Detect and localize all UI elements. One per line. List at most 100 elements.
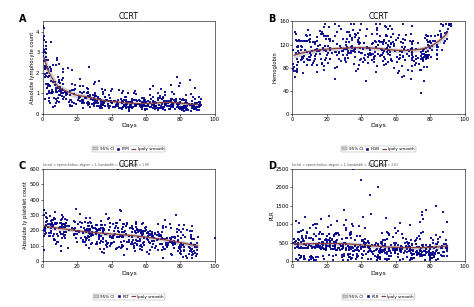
Point	[374, 257, 381, 262]
Point	[417, 245, 425, 250]
Point	[316, 47, 324, 52]
Point	[355, 244, 362, 249]
Point	[95, 233, 102, 238]
Point	[96, 233, 103, 238]
Point	[132, 104, 140, 109]
Point	[157, 233, 164, 238]
Point	[358, 255, 366, 260]
Point	[57, 225, 65, 230]
Point	[317, 244, 324, 249]
Point	[156, 241, 164, 246]
Point	[54, 74, 61, 79]
Point	[316, 230, 324, 235]
Point	[133, 227, 141, 232]
Point	[303, 229, 310, 234]
Point	[78, 100, 85, 105]
Point	[292, 32, 300, 37]
Point	[375, 249, 383, 254]
Point	[350, 28, 357, 33]
Point	[399, 256, 407, 261]
Point	[307, 58, 314, 63]
Point	[119, 100, 127, 105]
Point	[444, 254, 451, 258]
Point	[166, 106, 174, 111]
Point	[160, 246, 168, 251]
Point	[122, 103, 130, 108]
Point	[301, 257, 309, 262]
Point	[305, 235, 312, 240]
Point	[347, 45, 355, 50]
Point	[401, 45, 409, 50]
Point	[96, 105, 103, 110]
Point	[417, 249, 424, 254]
Point	[43, 216, 51, 221]
Point	[76, 212, 84, 216]
Point	[142, 101, 150, 106]
Point	[386, 45, 394, 50]
Point	[331, 65, 338, 70]
Point	[123, 98, 130, 103]
Point	[300, 242, 307, 247]
Point	[59, 221, 66, 226]
Point	[381, 238, 389, 243]
Point	[382, 25, 389, 30]
Point	[168, 239, 175, 244]
Point	[426, 39, 434, 44]
Point	[181, 106, 189, 111]
Point	[311, 222, 319, 227]
Point	[381, 243, 388, 248]
Point	[142, 228, 150, 233]
Point	[371, 39, 379, 44]
Point	[443, 247, 451, 251]
Point	[435, 251, 443, 256]
Point	[425, 40, 432, 45]
Point	[155, 107, 162, 112]
Point	[433, 42, 441, 47]
Point	[82, 240, 89, 245]
Point	[43, 71, 51, 76]
Point	[305, 54, 313, 59]
Point	[300, 242, 307, 247]
Point	[328, 237, 336, 242]
Point	[290, 62, 297, 67]
Point	[39, 46, 47, 51]
Point	[337, 59, 345, 64]
Point	[414, 41, 421, 46]
Point	[408, 252, 415, 257]
Point	[99, 103, 106, 108]
Point	[186, 103, 194, 108]
Point	[374, 243, 382, 247]
Point	[99, 229, 107, 234]
Point	[322, 246, 330, 251]
Point	[386, 52, 393, 57]
Point	[166, 103, 173, 108]
Point	[177, 249, 185, 254]
Point	[405, 49, 412, 53]
Point	[180, 106, 187, 111]
Point	[355, 37, 362, 42]
Point	[138, 105, 146, 110]
Point	[54, 233, 62, 238]
Point	[117, 96, 125, 101]
Point	[410, 251, 418, 256]
Point	[334, 52, 341, 57]
Point	[332, 240, 340, 245]
Point	[55, 88, 63, 93]
Point	[195, 107, 202, 112]
Point	[57, 232, 64, 237]
Point	[51, 226, 59, 231]
Point	[56, 85, 64, 90]
Point	[59, 67, 66, 72]
Point	[181, 235, 189, 240]
Point	[55, 77, 63, 82]
Point	[296, 229, 303, 234]
Point	[85, 230, 93, 235]
Point	[313, 70, 321, 75]
Point	[123, 101, 131, 106]
Point	[379, 242, 386, 247]
Point	[109, 235, 116, 240]
Point	[66, 98, 73, 103]
Point	[83, 101, 91, 106]
Point	[408, 69, 416, 74]
Point	[117, 239, 125, 244]
